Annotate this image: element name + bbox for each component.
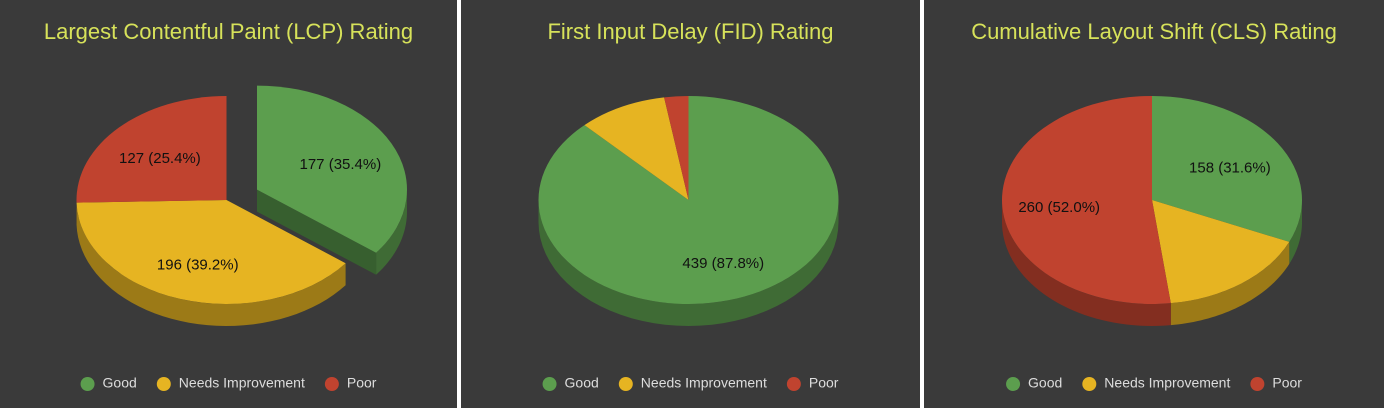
slice-cut xyxy=(256,189,377,275)
slice-side xyxy=(538,200,839,326)
legend-label: Needs Improvement xyxy=(641,375,767,391)
legend-label: Needs Improvement xyxy=(1104,375,1230,391)
chart-title: Cumulative Layout Shift (CLS) Rating xyxy=(971,19,1337,44)
slice-side xyxy=(76,202,346,326)
pie-slice xyxy=(1152,200,1290,304)
legend-label: Needs Improvement xyxy=(179,375,305,391)
data-label: 439 (87.8%) xyxy=(682,255,764,272)
data-label: 158 (31.6%) xyxy=(1189,160,1271,177)
pie-slice xyxy=(1152,96,1303,242)
legend-marker xyxy=(1082,377,1097,391)
pie-slice xyxy=(76,200,346,305)
data-label: 127 (25.4%) xyxy=(119,150,201,167)
legend-marker xyxy=(618,377,633,391)
legend-marker xyxy=(156,377,171,391)
pie-slice xyxy=(1001,96,1171,304)
pie-slice xyxy=(76,96,227,203)
chart-title: First Input Delay (FID) Rating xyxy=(547,19,833,44)
pie-slice xyxy=(256,85,407,253)
data-label: 260 (52.0%) xyxy=(1018,199,1100,216)
data-label: 196 (39.2%) xyxy=(157,256,239,273)
pie-slice xyxy=(664,96,689,200)
legend-marker xyxy=(1006,377,1021,391)
slice-side xyxy=(1002,200,1171,326)
legend-label: Good xyxy=(565,375,599,391)
pie-slice xyxy=(538,96,839,305)
legend-marker xyxy=(786,377,801,391)
legend-marker xyxy=(1250,377,1265,391)
legend-label: Good xyxy=(1028,375,1062,391)
pie-slice xyxy=(584,97,689,200)
legend-label: Poor xyxy=(347,375,377,391)
legend-marker xyxy=(542,377,557,391)
legend-label: Good xyxy=(103,375,137,391)
legend-marker xyxy=(324,377,339,391)
legend-marker xyxy=(80,377,95,391)
slice-side xyxy=(1289,200,1302,264)
legend-label: Poor xyxy=(809,375,839,391)
chart-title: Largest Contentful Paint (LCP) Rating xyxy=(44,19,413,44)
data-label: 177 (35.4%) xyxy=(300,156,382,173)
legend-label: Poor xyxy=(1272,375,1302,391)
slice-side xyxy=(376,189,407,275)
slice-side xyxy=(1170,241,1290,326)
